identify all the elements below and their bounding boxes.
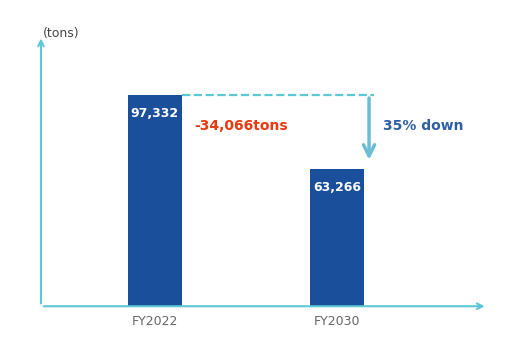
Text: 63,266: 63,266	[313, 181, 361, 194]
Text: 97,332: 97,332	[131, 107, 179, 120]
Text: -34,066tons: -34,066tons	[195, 119, 288, 133]
Text: (tons): (tons)	[43, 27, 80, 40]
Bar	[310, 169, 365, 306]
Bar	[127, 95, 182, 306]
Text: 35% down: 35% down	[382, 119, 463, 133]
